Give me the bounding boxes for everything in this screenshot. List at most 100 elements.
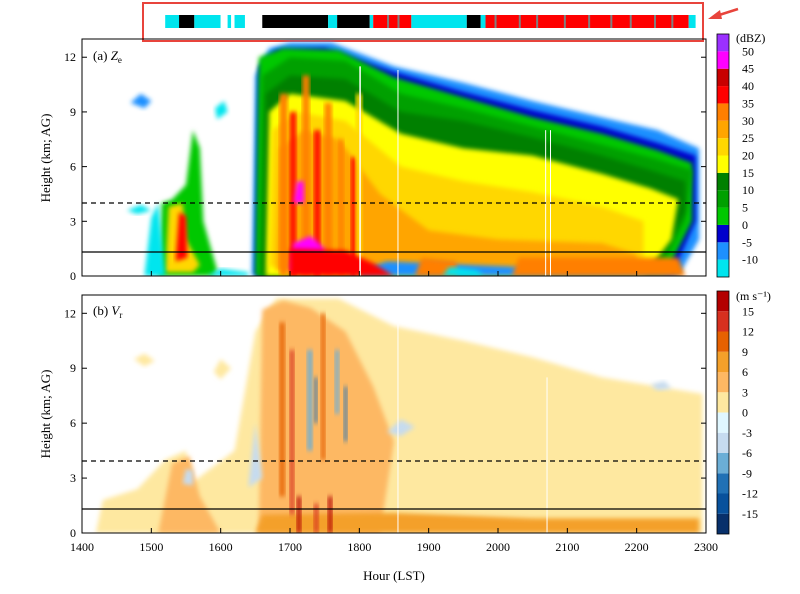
strip-segment [411,15,467,28]
velocity-negative [307,349,313,451]
colorbar-swatch [717,207,729,225]
colorbar-swatch [717,473,729,494]
velocity-negative [650,381,672,391]
arrow-icon [708,7,739,19]
colorbar-swatch [717,412,729,433]
surface-echo [206,268,249,276]
strip-tick [536,15,539,28]
precip-type-strip [142,2,739,42]
isolated-echo [213,359,232,380]
colorbar-label: 6 [742,365,748,379]
colorbar-label: -5 [742,235,752,249]
velocity-negative [387,419,415,436]
velocity-negative [248,423,263,488]
velocity-weak [151,298,703,533]
ze-axes-frame [81,38,707,277]
colorbar-swatch [717,68,729,87]
colorbar-swatch [717,331,729,352]
colorbar-swatch [717,259,729,277]
y-tick-label: 0 [70,269,76,283]
colorbar-swatch [717,103,729,121]
colorbar-label: 25 [742,131,754,145]
surface-core [511,257,686,276]
strip-segment [337,15,370,28]
strip-segment [328,15,338,28]
colorbar-swatch [717,51,729,69]
colorbar-swatch [717,351,729,372]
surface-core [290,248,394,276]
velocity-negative [182,468,193,486]
x-tick-label: 2100 [555,540,579,554]
colorbar-swatch [717,155,729,173]
x-tick-label: 1800 [347,540,371,554]
strip-segment [227,15,232,28]
colorbar-swatch [717,432,729,453]
ze-y-axis-label: Height (km; AG) [38,114,53,203]
colorbar-label: 5 [742,201,748,215]
colorbar-label: 15 [742,166,754,180]
strip-segment [194,15,221,28]
colorbar-label: -12 [742,487,758,501]
early-cell [144,203,166,276]
velocity-moderate [158,456,221,533]
strip-tick [518,15,521,28]
ze-panel-label: (a) Ze [93,48,122,65]
x-axis-label: Hour (LST) [363,568,425,583]
strip-tick [654,15,656,28]
strip-tick [494,15,497,28]
colorbar-label: 35 [742,96,754,110]
colorbar-swatch [717,453,729,474]
colorbar-label: 20 [742,149,754,163]
x-tick-label: 1600 [209,540,233,554]
velocity-lowlevel [255,512,700,533]
panel-vr: 0 3 6 9 12 1400 1500 1600 1700 1800 1900 2000 2100 2… [38,289,771,554]
strip-tick [629,15,632,28]
colorbar-swatch [717,513,729,534]
strip-segment [234,15,245,28]
colorbar-label: 40 [742,79,754,93]
colorbar-label: 9 [742,345,748,359]
highlight-box [142,2,704,42]
colorbar-swatch [717,224,729,243]
strip-segment [262,15,329,28]
colorbar-swatch [717,493,729,514]
velocity-streak [321,313,326,460]
strip-segment [466,15,481,28]
vr-y-axis-label: Height (km; AG) [38,370,53,459]
velocity-streak [328,496,333,533]
velocity-streak [296,496,301,533]
colorbar-label: 45 [742,62,754,76]
strip-segment [485,15,689,28]
data-gap [397,69,399,276]
x-tick-label: 1500 [139,540,163,554]
strip-tick [397,15,400,28]
y-tick-label: 12 [64,50,76,64]
colorbar-label: 15 [742,304,754,318]
early-cell [175,212,188,262]
isolated-echo [134,353,155,367]
colorbar-swatch [717,372,729,393]
echo-orange [276,130,637,271]
colorbar-swatch [717,291,729,312]
ze-colorbar: -10 -5 0 5 10 15 20 25 30 35 40 45 50 [716,33,758,278]
colorbar-swatch [717,34,729,52]
vr-colorbar: -15 -12 -9 -6 -3 0 3 6 9 12 15 [716,290,758,535]
isolated-echo [127,204,152,215]
strip-segment [179,15,195,28]
strip-segment [688,15,696,28]
convective-core [279,93,288,276]
x-tick-label: 1900 [417,540,441,554]
strip-segment [369,15,374,28]
strip-segment [480,15,486,28]
convective-core [338,139,344,276]
velocity-streak [279,322,285,497]
vr-axes-frame [81,294,707,534]
colorbar-label: -15 [742,507,758,521]
strip-segments [165,15,696,28]
y-tick-label: 3 [70,214,76,228]
colorbar-label: 50 [742,44,754,58]
colorbar-swatch [717,392,729,413]
velocity-streak [314,503,319,533]
panel-ze: 0 3 6 9 12 (a) Ze Height (km; AG) -10 -5 0 5 10 1… [38,31,765,283]
